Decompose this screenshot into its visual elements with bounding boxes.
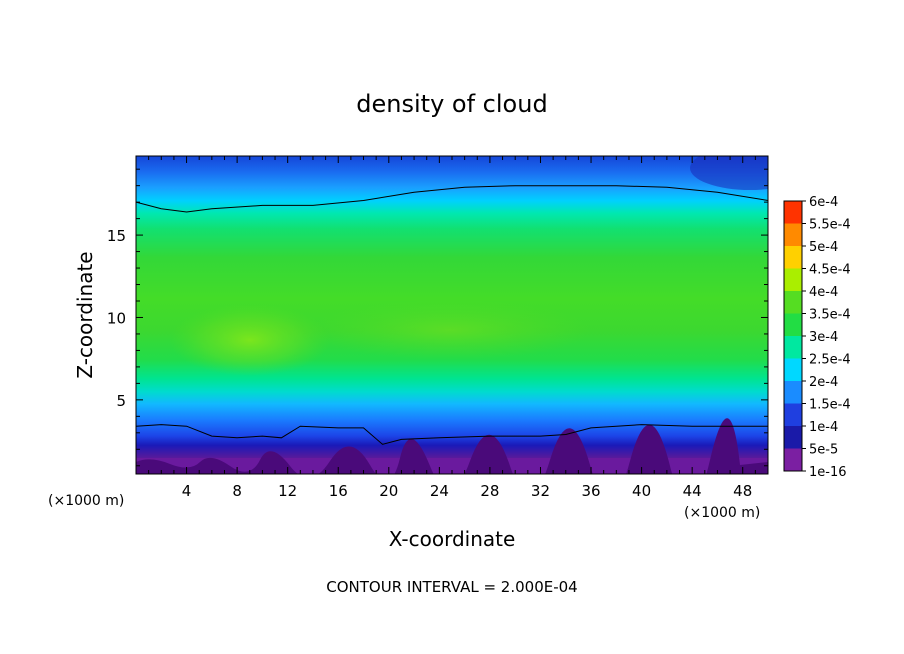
colorbar-swatch [784, 403, 802, 426]
colorbar-label: 5e-4 [809, 240, 838, 255]
density-core [170, 304, 330, 376]
x-tick-label: 24 [430, 482, 449, 500]
chart-title: density of cloud [356, 90, 547, 118]
x-tick-label: 16 [329, 482, 348, 500]
ground-band [136, 458, 768, 474]
colorbar: 1e-16 5e-5 1e-4 1.5e-4 2e-4 2.5e-4 3e-4 3.5e-4 4… [783, 195, 851, 480]
x-tick-label: 4 [182, 482, 192, 500]
ground-roughness [136, 418, 768, 474]
x-tick-label: 12 [278, 482, 297, 500]
contour-line-1 [135, 424, 768, 445]
contour-lines [135, 185, 769, 445]
x-tick-label: 48 [733, 482, 752, 500]
colorbar-label: 3e-4 [809, 330, 838, 345]
colorbar-label: 2e-4 [809, 375, 838, 390]
colorbar-label: 2.5e-4 [809, 353, 851, 368]
y-axis-ticks: 5 10 15 [107, 168, 768, 467]
y-tick-label: 5 [116, 392, 126, 410]
y-tick-label: 15 [107, 227, 126, 245]
colorbar-swatch [784, 381, 802, 404]
x-axis-ticks: 4 8 12 16 20 24 28 32 36 40 44 48 [148, 156, 756, 500]
density-core-secondary [310, 300, 590, 360]
upper-edge-shade [690, 156, 768, 190]
colorbar-swatch [784, 268, 802, 291]
colorbar-label: 6e-4 [809, 195, 838, 210]
x-unit-right: (×1000 m) [684, 505, 760, 521]
colorbar-swatch [784, 426, 802, 449]
colorbar-label: 1e-4 [809, 420, 838, 435]
colorbar-swatch [784, 448, 802, 471]
contour-interval-label: CONTOUR INTERVAL = 2.000E-04 [326, 578, 577, 596]
colorbar-label: 4e-4 [809, 285, 838, 300]
heatmap-field [136, 156, 768, 474]
x-tick-label: 36 [581, 482, 600, 500]
y-axis-label: Z-coordinate [73, 251, 97, 378]
x-tick-label: 20 [379, 482, 398, 500]
colorbar-label: 1.5e-4 [809, 398, 851, 413]
colorbar-swatch [784, 201, 802, 224]
colorbar-swatch [784, 336, 802, 359]
colorbar-swatch [784, 291, 802, 314]
x-axis-label: X-coordinate [389, 527, 516, 551]
colorbar-swatch [784, 223, 802, 246]
colorbar-label: 5e-5 [809, 443, 838, 458]
contour-line-0 [135, 185, 769, 213]
colorbar-swatch [784, 313, 802, 336]
x-tick-label: 40 [632, 482, 651, 500]
y-tick-label: 10 [107, 309, 126, 327]
x-tick-label: 28 [480, 482, 499, 500]
x-tick-label: 32 [531, 482, 550, 500]
colorbar-label: 4.5e-4 [809, 263, 851, 278]
colorbar-label: 1e-16 [809, 465, 847, 480]
x-tick-label: 44 [683, 482, 702, 500]
colorbar-label: 5.5e-4 [809, 218, 851, 233]
x-unit-left: (×1000 m) [48, 493, 124, 509]
colorbar-swatch [784, 246, 802, 269]
colorbar-swatch [784, 358, 802, 381]
colorbar-label: 3.5e-4 [809, 308, 851, 323]
x-tick-label: 8 [232, 482, 242, 500]
